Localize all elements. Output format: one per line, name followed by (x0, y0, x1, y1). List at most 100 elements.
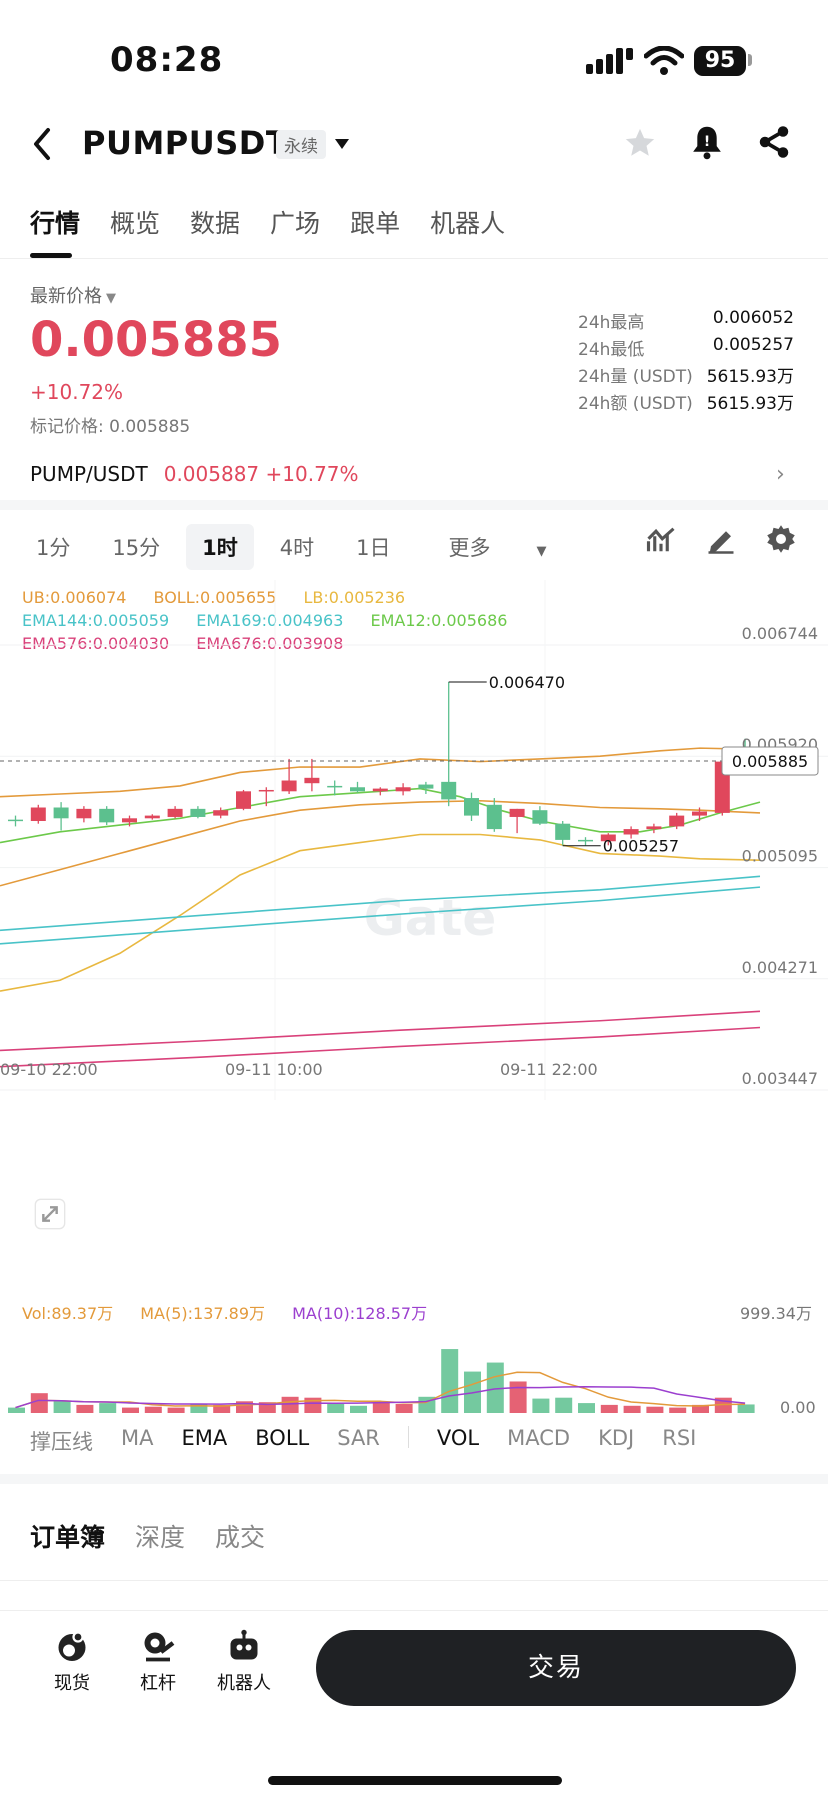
candle-body (76, 808, 92, 819)
stats-24h: 24h最高 0.006052 24h最低 0.005257 24h量 (USDT) 5… (578, 308, 794, 416)
volume-zero-label: 0.00 (780, 1398, 816, 1417)
candle-body (669, 815, 685, 827)
indicator-kdj[interactable]: KDJ (598, 1426, 635, 1450)
indicator-vol[interactable]: VOL (436, 1426, 480, 1450)
legend-vol-ma5: MA(5):137.89万 (140, 1304, 266, 1323)
indicator-sar[interactable]: SAR (337, 1426, 380, 1450)
indicator-macd[interactable]: MACD (507, 1426, 571, 1450)
home-indicator (268, 1776, 562, 1785)
tab-data[interactable]: 数据 (190, 209, 241, 238)
trade-button[interactable]: 交易 (316, 1630, 796, 1706)
candle-body (555, 823, 571, 840)
nav-robot-label: 机器人 (217, 1673, 271, 1694)
legend-ema12: EMA12:0.005686 (370, 611, 508, 630)
volume-bar (30, 1393, 48, 1413)
interval-15m[interactable]: 15分 (112, 536, 161, 560)
spot-pair-name: PUMP/USDT (30, 462, 148, 486)
candle-body (395, 787, 411, 792)
tab-market[interactable]: 行情 (30, 209, 81, 238)
candle-body (509, 808, 525, 817)
interval-more[interactable]: 更多 ▼ (448, 536, 547, 560)
nav-robot[interactable]: 机器人 (204, 1628, 284, 1695)
volume-bar (236, 1401, 253, 1413)
expand-chart-icon[interactable] (34, 1198, 66, 1230)
active-tab-indicator (30, 253, 72, 258)
spot-pair-row[interactable]: PUMP/USDT 0.005887 +10.77% (30, 462, 359, 486)
tab-overview[interactable]: 概览 (110, 209, 161, 238)
volume-chart[interactable] (0, 1320, 828, 1420)
wifi-icon (644, 46, 684, 75)
candle-body (167, 808, 183, 817)
volume-bar (8, 1407, 25, 1413)
candle-body (464, 798, 479, 816)
latest-price-label[interactable]: 最新价格 ▼ (30, 286, 116, 307)
legend-ema676: EMA676:0.003908 (196, 634, 344, 653)
tab-square[interactable]: 广场 (270, 209, 321, 238)
nav-leverage[interactable]: 杠杆 (118, 1628, 198, 1695)
interval-4h[interactable]: 4时 (279, 536, 315, 560)
volume-bar (555, 1397, 573, 1413)
indicator-ma[interactable]: MA (121, 1426, 154, 1450)
indicator-boll[interactable]: BOLL (255, 1426, 310, 1450)
chart-watermark: Gate (364, 889, 497, 947)
leverage-icon (144, 1632, 175, 1662)
drawing-tool-icon[interactable] (706, 526, 736, 554)
candle-body (190, 808, 206, 817)
pair-title[interactable]: PUMPUSDT (82, 124, 289, 162)
indicator-rsi[interactable]: RSI (662, 1426, 697, 1450)
candle-body (350, 787, 365, 792)
volume-bar (167, 1407, 185, 1413)
volume-bar (737, 1404, 755, 1413)
interval-1d[interactable]: 1日 (356, 536, 391, 560)
interval-selector: 1分 15分 1时 4时 1日 更多 ▼ (20, 516, 598, 578)
indicator-chart-icon[interactable] (646, 526, 676, 554)
battery-indicator: 95 (694, 46, 746, 76)
orderbook-divider (0, 1580, 828, 1581)
robot-icon (230, 1629, 258, 1660)
stat-row-turnover: 24h额 (USDT) 5615.93万 (578, 394, 794, 414)
tab-trades[interactable]: 成交 (215, 1523, 266, 1552)
pair-dropdown-icon[interactable] (334, 138, 350, 150)
candle-body (578, 839, 593, 842)
indicator-bar: 撑压线 MA EMA BOLL SAR VOL MACD KDJ RSI (30, 1426, 724, 1456)
y-axis-label: 0.003447 (742, 1069, 818, 1088)
current-price-tag: 0.005885 (732, 752, 808, 771)
volume-bar (532, 1398, 550, 1413)
indicator-ema[interactable]: EMA (181, 1426, 228, 1450)
tab-depth[interactable]: 深度 (135, 1523, 186, 1552)
boll-lower-line (0, 833, 761, 992)
candle-body (418, 784, 434, 789)
candle-body (532, 810, 548, 824)
volume-bar (122, 1407, 139, 1413)
stat-row-volume: 24h量 (USDT) 5615.93万 (578, 367, 794, 387)
tab-orderbook[interactable]: 订单簿 (30, 1523, 106, 1552)
mark-price: 标记价格: 0.005885 (30, 417, 191, 437)
chevron-right-icon[interactable]: › (776, 462, 785, 487)
price-alert-bell-icon[interactable]: ! (690, 124, 724, 160)
spot-change: +10.77% (265, 462, 359, 486)
price-change-percent: +10.72% (30, 380, 124, 404)
chart-settings-gear-icon[interactable] (766, 524, 796, 554)
legend-vol-ma10: MA(10):128.57万 (292, 1304, 428, 1323)
share-icon[interactable] (756, 124, 792, 160)
interval-1m[interactable]: 1分 (36, 536, 71, 560)
volume-bar (600, 1404, 618, 1413)
section-divider-2 (0, 1474, 828, 1484)
candle-body (281, 780, 297, 792)
candle-body (600, 834, 616, 842)
volume-bar (281, 1396, 299, 1413)
back-icon[interactable] (30, 126, 54, 162)
signal-icon (586, 48, 633, 74)
tab-bots[interactable]: 机器人 (430, 209, 506, 238)
bottom-nav-divider (0, 1610, 828, 1611)
candle-body (327, 785, 343, 788)
tab-copy-trading[interactable]: 跟单 (350, 209, 401, 238)
candle-body (236, 791, 251, 809)
interval-1h[interactable]: 1时 (186, 524, 254, 570)
indicator-support-resistance[interactable]: 撑压线 (30, 1430, 93, 1454)
candlestick-chart[interactable]: Gate 0.0067440.0059200.0050950.0042710.0… (0, 580, 828, 1270)
favorite-star-icon[interactable] (622, 126, 658, 160)
nav-spot[interactable]: 现货 (32, 1628, 112, 1695)
ema169-line (0, 886, 761, 945)
candle-body (692, 811, 707, 816)
